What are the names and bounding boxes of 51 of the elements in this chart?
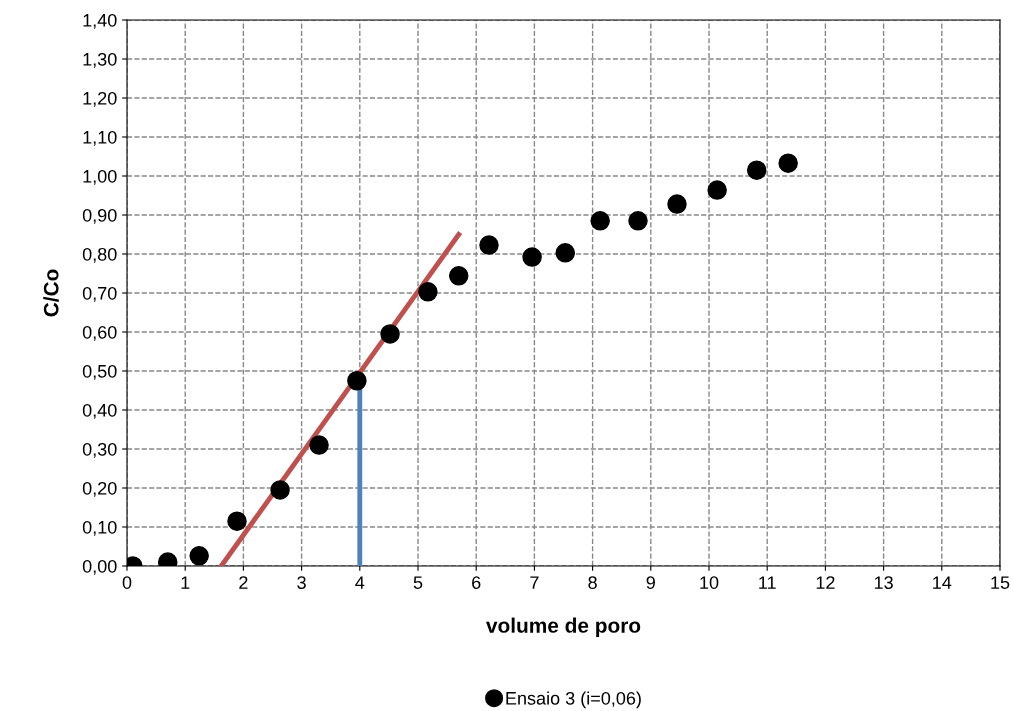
point [448, 266, 469, 286]
point [270, 480, 290, 500]
x-tick-label: 8 [588, 576, 597, 589]
x-tick-label: 0 [122, 576, 132, 589]
x-tick-label: 9 [646, 576, 655, 589]
y-tick-label: 1,20 [83, 91, 117, 107]
y-tick-label: 0,30 [82, 442, 117, 458]
point [479, 235, 499, 255]
point [227, 511, 247, 531]
x-tick-label: 15 [991, 576, 1010, 589]
y-tick-label: 0,80 [82, 247, 117, 263]
x-tick-label: 2 [239, 576, 248, 589]
y-tick-label: 0,90 [82, 208, 117, 224]
y-tick-label: 1,00 [83, 169, 117, 185]
y-tick-label: 0,20 [82, 481, 117, 497]
point [628, 211, 648, 231]
x-tick-label: 14 [933, 576, 952, 589]
y-tick-label: 0,70 [82, 286, 117, 302]
point [746, 160, 767, 180]
point [555, 243, 575, 263]
point [189, 546, 209, 566]
x-tick-label: 11 [759, 576, 776, 589]
x-tick-label: 12 [816, 576, 835, 589]
x-tick-label: 13 [874, 576, 893, 589]
point [590, 211, 610, 231]
x-tick-label: 10 [700, 576, 719, 589]
point [778, 153, 798, 173]
point [707, 180, 727, 200]
point [667, 194, 687, 214]
x-axis-title: volume de poro [486, 617, 641, 637]
y-tick-label: 0,10 [82, 520, 117, 536]
y-tick-label: 0,00 [82, 559, 117, 575]
y-axis-title: C/Co [43, 269, 59, 317]
y-tick-label: 0,60 [82, 325, 117, 341]
point [418, 282, 438, 302]
x-tick-label: 5 [413, 576, 423, 589]
y-tick-label: 1,10 [83, 130, 117, 146]
x-tick-label: 1 [181, 576, 190, 589]
x-tick-label: 4 [355, 576, 365, 589]
legend-label: Ensaio 3 (i=0,06) [506, 691, 641, 709]
point [522, 247, 542, 267]
y-tick-label: 0,50 [82, 364, 117, 380]
x-tick-label: 3 [297, 576, 306, 589]
x-tick-label: 6 [472, 576, 481, 589]
x-tick-label: 7 [530, 576, 539, 589]
point [309, 435, 329, 455]
y-tick-label: 1,40 [83, 13, 117, 29]
y-tick-label: 1,30 [83, 52, 117, 68]
point [380, 324, 400, 344]
point [347, 371, 367, 391]
y-tick-label: 0,40 [82, 403, 117, 419]
